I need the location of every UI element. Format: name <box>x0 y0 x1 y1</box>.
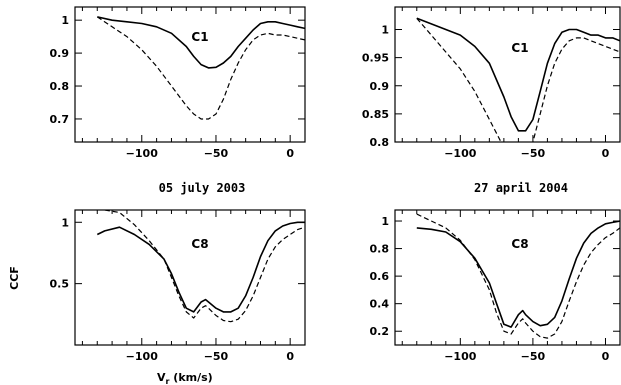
x-tick-label: 0 <box>602 147 610 160</box>
date-title-left: 05 july 2003 <box>159 181 246 195</box>
y-tick-label: 0.9 <box>370 80 390 93</box>
plot-frame <box>74 6 306 143</box>
ccf-panel-1: −100 −50 0 0.7 0.8 0.9 1 C1 <box>50 6 306 160</box>
plot-frame <box>74 209 306 346</box>
x-tick-label: −50 <box>204 350 229 363</box>
y-tick-label: 0.6 <box>370 270 390 283</box>
x-tick-label: −100 <box>444 350 477 363</box>
y-tick-label: 0.4 <box>370 298 390 311</box>
plot-frame <box>394 6 621 143</box>
y-tick-label: 0.85 <box>362 108 389 121</box>
y-tick-label: 0.7 <box>50 113 70 126</box>
x-tick-label: −50 <box>521 350 546 363</box>
x-tick-label: −100 <box>444 147 477 160</box>
y-tick-label: 0.8 <box>370 136 390 149</box>
y-tick-label: 0.5 <box>50 278 70 291</box>
ccf-panel-3: −100 −50 0 0.5 1 C8 <box>50 209 306 363</box>
plot-frame <box>394 209 621 346</box>
ccf-line-solid <box>416 220 620 328</box>
y-tick-label: 0.2 <box>370 325 390 338</box>
ccf-line-solid <box>96 221 305 313</box>
ccf-line-solid <box>416 17 620 132</box>
panel-label: C8 <box>511 237 528 251</box>
x-tick-label: −50 <box>521 147 546 160</box>
x-tick-label: 0 <box>286 350 294 363</box>
ccf-line-dashed <box>416 213 620 339</box>
ccf-line-dashed <box>96 16 305 120</box>
panel-label: C8 <box>191 237 208 251</box>
ccf-line-solid <box>97 16 305 69</box>
y-tick-label: 0.8 <box>370 243 390 256</box>
ccf-panel-4: −100 −50 0 0.2 0.4 0.6 0.8 1 C8 <box>370 209 621 363</box>
date-title-right: 27 april 2004 <box>474 181 568 195</box>
y-tick-label: 1 <box>381 215 389 228</box>
x-tick-label: 0 <box>602 350 610 363</box>
panel-label: C1 <box>191 30 208 44</box>
y-tick-label: 1 <box>61 216 69 229</box>
x-axis-title: Vr (km/s) <box>157 371 213 385</box>
ccf-panel-2: −100 −50 0 0.8 0.85 0.9 0.95 1 C1 <box>362 6 621 160</box>
y-tick-label: 0.8 <box>50 80 70 93</box>
y-tick-label: 0.9 <box>50 47 70 60</box>
x-tick-label: 0 <box>286 147 294 160</box>
x-tick-label: −100 <box>126 350 159 363</box>
y-tick-label: 1 <box>61 14 69 27</box>
y-axis-title: CCF <box>8 266 21 290</box>
ccf-line-dashed <box>416 17 620 142</box>
panel-label: C1 <box>511 41 528 55</box>
x-tick-label: −100 <box>126 147 159 160</box>
x-tick-label: −50 <box>204 147 229 160</box>
y-tick-label: 0.95 <box>362 52 389 65</box>
y-tick-label: 1 <box>381 24 389 37</box>
ccf-line-dashed <box>102 210 305 323</box>
